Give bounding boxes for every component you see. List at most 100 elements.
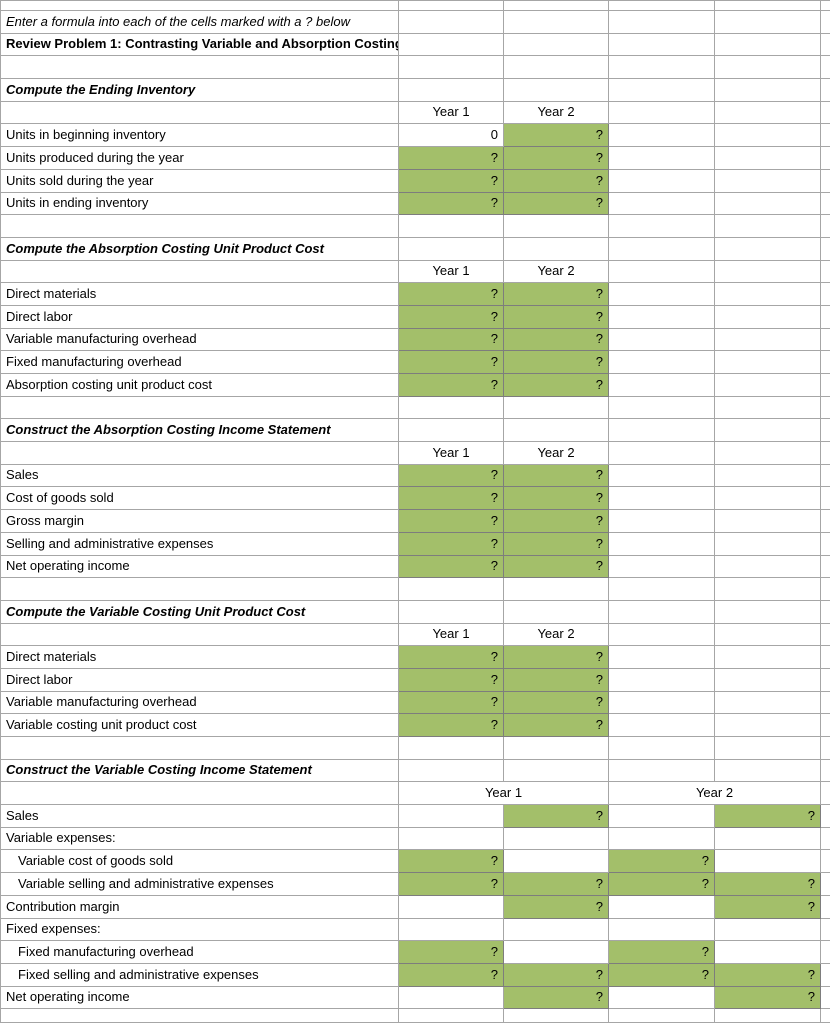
empty-cell[interactable] — [608, 826, 715, 851]
empty-cell[interactable] — [820, 418, 830, 443]
section-title-cell[interactable]: Compute the Absorption Costing Unit Prod… — [0, 236, 399, 261]
empty-cell[interactable] — [714, 282, 821, 306]
empty-cell[interactable] — [820, 486, 830, 511]
section-title-cell[interactable]: Construct the Variable Costing Income St… — [0, 758, 399, 783]
empty-cell[interactable] — [714, 191, 821, 216]
label-cell[interactable]: Fixed manufacturing overhead — [0, 350, 399, 374]
empty-cell[interactable] — [0, 100, 399, 125]
empty-cell[interactable] — [608, 667, 715, 692]
formula-input-cell[interactable]: ? — [503, 645, 609, 669]
empty-cell[interactable] — [608, 577, 715, 601]
label-cell[interactable]: Direct labor — [0, 304, 399, 329]
empty-cell[interactable] — [608, 100, 715, 125]
label-cell[interactable]: Gross margin — [0, 509, 399, 533]
empty-cell[interactable] — [714, 146, 821, 170]
empty-cell[interactable] — [503, 1008, 609, 1024]
formula-input-cell[interactable]: ? — [398, 690, 504, 715]
empty-cell[interactable] — [398, 418, 504, 443]
year-header-cell[interactable]: Year 1 — [398, 259, 504, 284]
empty-cell[interactable] — [820, 667, 830, 692]
formula-input-cell[interactable]: ? — [398, 168, 504, 193]
empty-cell[interactable] — [820, 395, 830, 420]
empty-cell[interactable] — [608, 32, 715, 57]
empty-cell[interactable] — [714, 577, 821, 601]
empty-cell[interactable] — [608, 395, 715, 420]
formula-input-cell[interactable]: ? — [503, 894, 609, 919]
empty-cell[interactable] — [503, 10, 609, 34]
empty-cell[interactable] — [820, 327, 830, 352]
empty-cell[interactable] — [503, 758, 609, 783]
empty-cell[interactable] — [714, 736, 821, 760]
label-cell[interactable]: Variable cost of goods sold — [0, 849, 399, 874]
sheet-title-cell[interactable]: Review Problem 1: Contrasting Variable a… — [0, 32, 399, 57]
empty-cell[interactable] — [820, 758, 830, 783]
empty-cell[interactable] — [820, 1008, 830, 1024]
empty-cell[interactable] — [820, 100, 830, 125]
empty-cell[interactable] — [0, 214, 399, 238]
formula-input-cell[interactable]: ? — [503, 146, 609, 170]
label-cell[interactable]: Units in beginning inventory — [0, 123, 399, 148]
empty-cell[interactable] — [398, 236, 504, 261]
empty-cell[interactable] — [820, 168, 830, 193]
empty-cell[interactable] — [608, 304, 715, 329]
empty-cell[interactable] — [608, 373, 715, 397]
year-header-cell[interactable]: Year 2 — [503, 259, 609, 284]
formula-input-cell[interactable]: ? — [503, 350, 609, 374]
empty-cell[interactable] — [398, 577, 504, 601]
formula-input-cell[interactable]: ? — [503, 985, 609, 1010]
empty-cell[interactable] — [608, 236, 715, 261]
empty-cell[interactable] — [398, 758, 504, 783]
empty-cell[interactable] — [503, 0, 609, 11]
empty-cell[interactable] — [714, 758, 821, 783]
empty-cell[interactable] — [820, 781, 830, 806]
instruction-cell[interactable]: Enter a formula into each of the cells m… — [0, 10, 399, 34]
empty-cell[interactable] — [820, 940, 830, 964]
empty-cell[interactable] — [820, 872, 830, 896]
label-cell[interactable]: Direct labor — [0, 667, 399, 692]
section-title-cell[interactable]: Compute the Ending Inventory — [0, 78, 399, 102]
label-cell[interactable]: Contribution margin — [0, 894, 399, 919]
empty-cell[interactable] — [820, 441, 830, 465]
empty-cell[interactable] — [820, 373, 830, 397]
label-cell[interactable]: Sales — [0, 804, 399, 828]
empty-cell[interactable] — [608, 55, 715, 80]
empty-cell[interactable] — [714, 55, 821, 80]
formula-input-cell[interactable]: ? — [398, 962, 504, 987]
empty-cell[interactable] — [398, 599, 504, 624]
empty-cell[interactable] — [820, 690, 830, 715]
empty-cell[interactable] — [608, 10, 715, 34]
empty-cell[interactable] — [398, 55, 504, 80]
empty-cell[interactable] — [714, 0, 821, 11]
empty-cell[interactable] — [608, 463, 715, 488]
empty-cell[interactable] — [714, 599, 821, 624]
empty-cell[interactable] — [714, 236, 821, 261]
empty-cell[interactable] — [820, 894, 830, 919]
empty-cell[interactable] — [503, 236, 609, 261]
formula-input-cell[interactable]: ? — [503, 191, 609, 216]
empty-cell[interactable] — [714, 554, 821, 579]
empty-cell[interactable] — [714, 826, 821, 851]
empty-cell[interactable] — [608, 554, 715, 579]
formula-input-cell[interactable]: ? — [503, 804, 609, 828]
year-header-cell[interactable]: Year 1 — [398, 441, 504, 465]
empty-cell[interactable] — [398, 894, 504, 919]
formula-input-cell[interactable]: ? — [608, 872, 715, 896]
empty-cell[interactable] — [820, 826, 830, 851]
empty-cell[interactable] — [0, 259, 399, 284]
value-cell[interactable]: 0 — [398, 123, 504, 148]
formula-input-cell[interactable]: ? — [503, 509, 609, 533]
formula-input-cell[interactable]: ? — [398, 531, 504, 556]
formula-input-cell[interactable]: ? — [503, 713, 609, 737]
empty-cell[interactable] — [608, 1008, 715, 1024]
empty-cell[interactable] — [820, 78, 830, 102]
empty-cell[interactable] — [820, 146, 830, 170]
year-header-cell[interactable]: Year 1 — [398, 100, 504, 125]
label-cell[interactable]: Sales — [0, 463, 399, 488]
empty-cell[interactable] — [0, 1008, 399, 1024]
label-cell[interactable]: Variable expenses: — [0, 826, 399, 851]
label-cell[interactable]: Net operating income — [0, 985, 399, 1010]
empty-cell[interactable] — [820, 10, 830, 34]
empty-cell[interactable] — [714, 214, 821, 238]
label-cell[interactable]: Units produced during the year — [0, 146, 399, 170]
formula-input-cell[interactable]: ? — [608, 962, 715, 987]
